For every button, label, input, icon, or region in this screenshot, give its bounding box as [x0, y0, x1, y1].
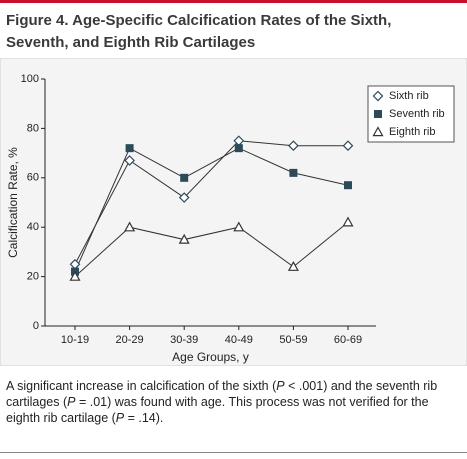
marker-square [234, 144, 243, 153]
marker-triangle [342, 216, 354, 227]
marker-diamond [178, 192, 190, 203]
marker-triangle [287, 260, 299, 271]
x-axis-label: Age Groups, y [172, 350, 249, 364]
chart-title: Figure 4. Age-Specific Calcification Rat… [6, 12, 392, 51]
legend-entry: Seventh rib [374, 108, 445, 120]
x-tick-label: 40-49 [225, 334, 253, 346]
series-line [74, 147, 349, 272]
x-tick-label: 60-69 [334, 334, 362, 346]
series-line [74, 221, 349, 277]
y-tick-label: 100 [21, 73, 39, 85]
series-line [74, 140, 348, 265]
legend-entry: Eighth rib [372, 126, 435, 138]
y-tick-label: 60 [27, 172, 39, 184]
y-tick-label: 0 [33, 320, 39, 332]
legend-label: Sixth rib [389, 90, 429, 102]
caption-text: < .001) and the seventh rib cartilages ( [6, 379, 438, 409]
caption-text: = .01) was found with age. This process … [6, 395, 429, 425]
legend-marker [374, 110, 382, 118]
caption-text: A significant increase in calcification … [6, 379, 277, 393]
top-rule [0, 0, 467, 3]
marker-triangle [69, 270, 81, 281]
caption: A significant increase in calcification … [6, 378, 461, 426]
marker-diamond [124, 155, 135, 166]
caption-text: = .14). [124, 411, 164, 425]
y-axis-label: Calcification Rate, % [6, 147, 20, 258]
chart: 0 20 40 60 80 100 10-19 20-29 30-39 40-49 50-59 60-… [0, 58, 467, 366]
marker-square [125, 144, 134, 153]
marker-square [289, 168, 298, 177]
legend-label: Eighth rib [389, 126, 435, 138]
x-tick-label: 30-39 [170, 334, 198, 346]
marker-triangle [124, 221, 136, 232]
marker-triangle [178, 233, 190, 244]
x-tick-label: 50-59 [279, 334, 307, 346]
legend-label: Seventh rib [389, 108, 445, 120]
legend-marker [372, 90, 384, 102]
x-tick-label: 20-29 [116, 334, 144, 346]
caption-text: P [115, 411, 125, 425]
y-tick-label: 80 [27, 122, 39, 134]
marker-diamond [288, 140, 299, 152]
bottom-rule [0, 452, 467, 453]
y-tick-label: 20 [27, 271, 39, 283]
caption-text: P [276, 379, 285, 393]
legend-marker [372, 126, 384, 137]
marker-diamond [342, 140, 354, 152]
caption-text: P [67, 395, 76, 409]
legend-entry: Sixth rib [372, 90, 429, 102]
marker-triangle [233, 221, 245, 232]
y-tick-label: 40 [27, 221, 39, 233]
marker-square [180, 173, 189, 182]
marker-square [344, 181, 352, 190]
x-tick-label: 10-19 [61, 334, 89, 346]
